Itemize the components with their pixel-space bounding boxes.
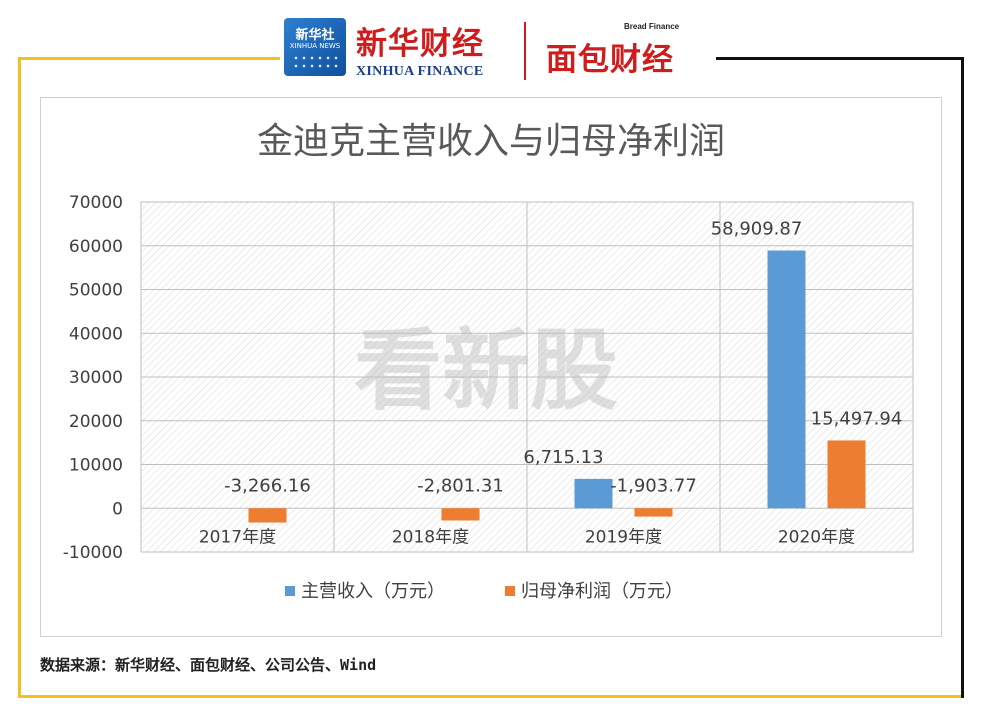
net-profit-data-label: -3,266.16 — [224, 475, 311, 496]
revenue-data-label: 6,715.13 — [523, 447, 603, 468]
y-tick-label: 50000 — [69, 281, 123, 301]
y-tick-label: 10000 — [69, 456, 123, 476]
legend-label-net-profit: 归母净利润（万元） — [521, 581, 683, 602]
xinhua-badge-cn: 新华社 — [295, 28, 335, 43]
legend-swatch-net-profit — [505, 586, 515, 596]
logo-divider — [524, 22, 526, 80]
revenue-bar — [767, 250, 806, 509]
frame-top-left-border — [18, 57, 280, 60]
data-source-note: 数据来源：新华财经、面包财经、公司公告、Wind — [40, 656, 377, 674]
revenue-bar — [574, 478, 613, 509]
frame-top-right-border — [716, 57, 964, 60]
y-tick-label: 30000 — [69, 368, 123, 388]
y-tick-label: 40000 — [69, 324, 123, 344]
net-profit-data-label: -2,801.31 — [417, 475, 504, 496]
y-tick-label: 20000 — [69, 412, 123, 432]
revenue-data-label: 58,909.87 — [711, 219, 803, 240]
frame-right-border — [961, 57, 964, 698]
header-logos: 新华社 XINHUA NEWS 新华财经 XINHUA FINANCE Brea… — [280, 14, 716, 84]
x-tick-label: 2018年度 — [392, 527, 469, 547]
x-tick-label: 2020年度 — [778, 527, 855, 547]
net-profit-bar — [441, 508, 480, 521]
net-profit-data-label: -1,903.77 — [610, 475, 697, 496]
x-tick-label: 2017年度 — [199, 527, 276, 547]
net-profit-data-label: 15,497.94 — [811, 408, 903, 429]
x-tick-label: 2019年度 — [585, 527, 662, 547]
chart-title: 金迪克主营收入与归母净利润 — [257, 121, 725, 162]
bar-chart: 金迪克主营收入与归母净利润 看新股 -10000 0 10000 20000 30000… — [63, 121, 914, 602]
xinhua-badge-en: XINHUA NEWS — [289, 42, 341, 50]
xinhua-finance-logo-cn: 新华财经 — [356, 26, 484, 62]
y-tick-label: -10000 — [63, 543, 123, 563]
xinhua-finance-logo-en: XINHUA FINANCE — [356, 64, 484, 79]
globe-network-icon — [292, 54, 338, 70]
frame-bottom-border — [18, 695, 964, 698]
net-profit-bar — [634, 508, 673, 517]
xinhua-news-logo: 新华社 XINHUA NEWS — [284, 18, 346, 76]
bread-finance-logo-en: Bread Finance — [624, 22, 680, 31]
frame-left-border — [18, 57, 21, 698]
bread-finance-logo-cn: 面包财经 — [546, 42, 674, 78]
y-tick-label: 0 — [112, 499, 123, 519]
legend-swatch-revenue — [285, 586, 295, 596]
net-profit-bar — [248, 508, 287, 523]
net-profit-bar — [827, 440, 866, 509]
chart-container: 金迪克主营收入与归母净利润 看新股 -10000 0 10000 20000 30000… — [40, 97, 942, 637]
y-tick-label: 60000 — [69, 237, 123, 257]
y-tick-label: 70000 — [69, 193, 123, 213]
watermark: 看新股 — [354, 319, 618, 422]
legend-label-revenue: 主营收入（万元） — [301, 581, 445, 602]
